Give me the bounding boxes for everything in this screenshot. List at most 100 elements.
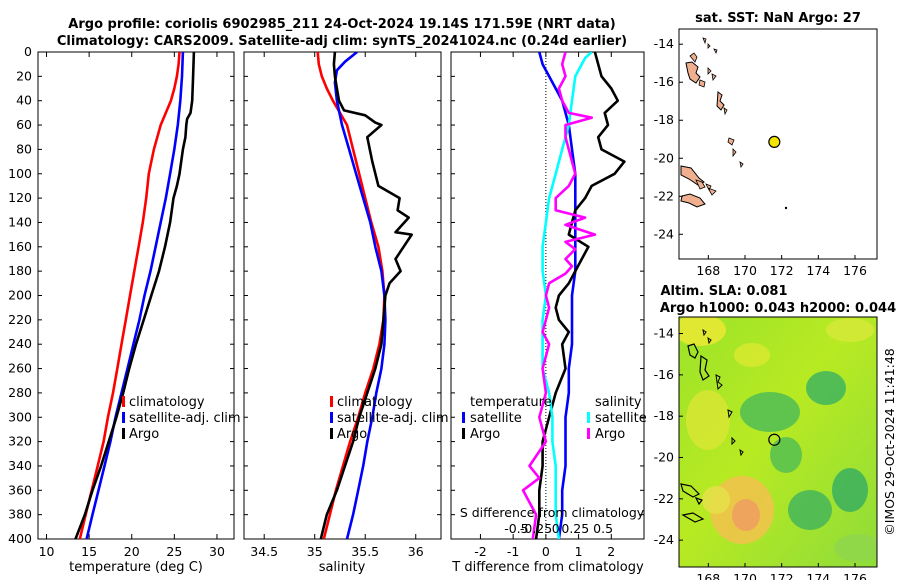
y-tick-label: 380 (8, 507, 32, 522)
x-tick-label: 36 (408, 544, 424, 559)
y-tick-label: 180 (8, 263, 32, 278)
sla-map-title-1: Altim. SLA: 0.081 (661, 284, 788, 299)
legend-sal-satellite: satellite (595, 411, 647, 426)
series-line-salinity-argo (521, 52, 597, 539)
map-x-tick-label: 170 (733, 263, 757, 278)
sla-anomaly (834, 534, 877, 562)
y-tick-label: 220 (8, 312, 32, 327)
sla-map-title-2: Argo h1000: 0.043 h2000: 0.044 (660, 301, 896, 316)
sla-anomaly (806, 371, 846, 405)
island (698, 67, 717, 88)
legend-satellite-clim: satellite-adj. clim (337, 411, 449, 426)
difference-legend: temperature satellite Argo salinity sate… (462, 395, 647, 442)
sla-anomaly (740, 392, 800, 432)
y-tick-label: 240 (8, 336, 32, 351)
y-tick-label: 400 (8, 531, 32, 546)
y-tick-label: 320 (8, 434, 32, 449)
s-tick-label: 0.5 (593, 521, 613, 536)
x-tick-label: 35.5 (351, 544, 379, 559)
map-y-tick-label: -16 (654, 367, 674, 382)
temperature-panel (37, 51, 235, 540)
island (702, 37, 718, 55)
x-tick-label: 0 (542, 544, 550, 559)
y-tick-label: 80 (16, 141, 32, 156)
legend-temperature-title: temperature (470, 395, 552, 410)
map-x-tick-label: 174 (806, 263, 830, 278)
map-x-tick-label: 174 (806, 571, 830, 580)
series-line-climatology (78, 52, 181, 539)
salinity-legend: climatology satellite-adj. clim Argo (330, 395, 449, 442)
x-tick-label: 30 (209, 544, 225, 559)
island-outline (681, 512, 705, 523)
x-tick-label: 25 (166, 544, 182, 559)
map-y-tick-label: -14 (654, 326, 674, 341)
temperature-ticks: 10 15 20 25 30 (38, 51, 234, 559)
map-y-tick-label: -18 (654, 408, 674, 423)
island (695, 179, 717, 196)
salinity-diff-ticks: -0.5-0.25 0 0.25 0.5 (504, 521, 613, 536)
legend-climatology: climatology (337, 395, 413, 410)
map-y-tick-label: -22 (654, 491, 674, 506)
x-tick-label: 15 (81, 544, 97, 559)
sla-anomaly (732, 499, 760, 531)
sla-anomaly (686, 390, 730, 450)
legend-argo: Argo (337, 427, 367, 442)
y-tick-label: 140 (8, 214, 32, 229)
legend-satellite-clim: satellite-adj. clim (129, 411, 241, 426)
series-line-temperature-argo (534, 52, 626, 539)
series-line-satellite-adj-clim (333, 52, 387, 539)
y-tick-label: 60 (16, 117, 32, 132)
x-tick-label: 34.5 (250, 544, 278, 559)
temperature-legend: climatology satellite-adj. clim Argo (122, 395, 241, 442)
x-tick-label: 1 (575, 544, 583, 559)
sla-anomaly (788, 490, 832, 530)
island (716, 91, 725, 111)
map-y-tick-label: -22 (654, 188, 674, 203)
x-tick-label: -2 (474, 544, 486, 559)
title-line-1: Argo profile: coriolis 6902985_211 24-Oc… (68, 17, 615, 32)
map-y-tick-label: -16 (654, 74, 674, 89)
map-y-tick-label: -24 (654, 532, 674, 547)
y-tick-label: 160 (8, 239, 32, 254)
sla-anomaly (770, 437, 802, 473)
sla-map-frame (678, 316, 878, 568)
map-x-tick-label: 176 (843, 263, 867, 278)
map-x-tick-label: 168 (696, 571, 720, 580)
legend-temp-argo: Argo (470, 427, 500, 442)
sst-map-title: sat. SST: NaN Argo: 27 (695, 11, 861, 26)
series-line-argo (74, 52, 196, 539)
sla-anomaly (826, 318, 874, 342)
island (784, 206, 788, 210)
argo-location-marker (768, 135, 781, 149)
series-line-satellite-adj-clim (85, 52, 185, 539)
difference-xlabel: T difference from climatology (451, 560, 644, 575)
x-tick-label: 10 (39, 544, 55, 559)
island (685, 61, 701, 84)
map-x-tick-label: 172 (770, 571, 794, 580)
map-y-tick-label: -24 (654, 226, 674, 241)
depth-ticks: 0 20 40 60 80 100 120 140 160 180 200 220 240 260 280 3… (8, 44, 32, 546)
island-outline (687, 343, 710, 381)
y-tick-label: 360 (8, 482, 32, 497)
y-tick-label: 200 (8, 288, 32, 303)
island-outline (731, 436, 744, 457)
salinity-series (316, 52, 414, 539)
legend-sal-argo: Argo (595, 427, 625, 442)
y-tick-label: 0 (24, 44, 32, 59)
sla-anomaly (734, 343, 770, 367)
island (689, 52, 698, 63)
map-y-tick-label: -20 (654, 449, 674, 464)
legend-temp-satellite: satellite (470, 411, 522, 426)
s-tick-label: 0 (552, 521, 560, 536)
sla-anomaly (832, 468, 868, 512)
x-tick-label: 20 (124, 544, 140, 559)
y-tick-label: 120 (8, 190, 32, 205)
x-tick-label: 2 (607, 544, 615, 559)
legend-argo: Argo (129, 427, 159, 442)
island (680, 193, 706, 208)
map-x-tick-label: 170 (733, 571, 757, 580)
y-tick-label: 280 (8, 385, 32, 400)
y-tick-label: 300 (8, 409, 32, 424)
temperature-xlabel: temperature (deg C) (69, 560, 203, 575)
